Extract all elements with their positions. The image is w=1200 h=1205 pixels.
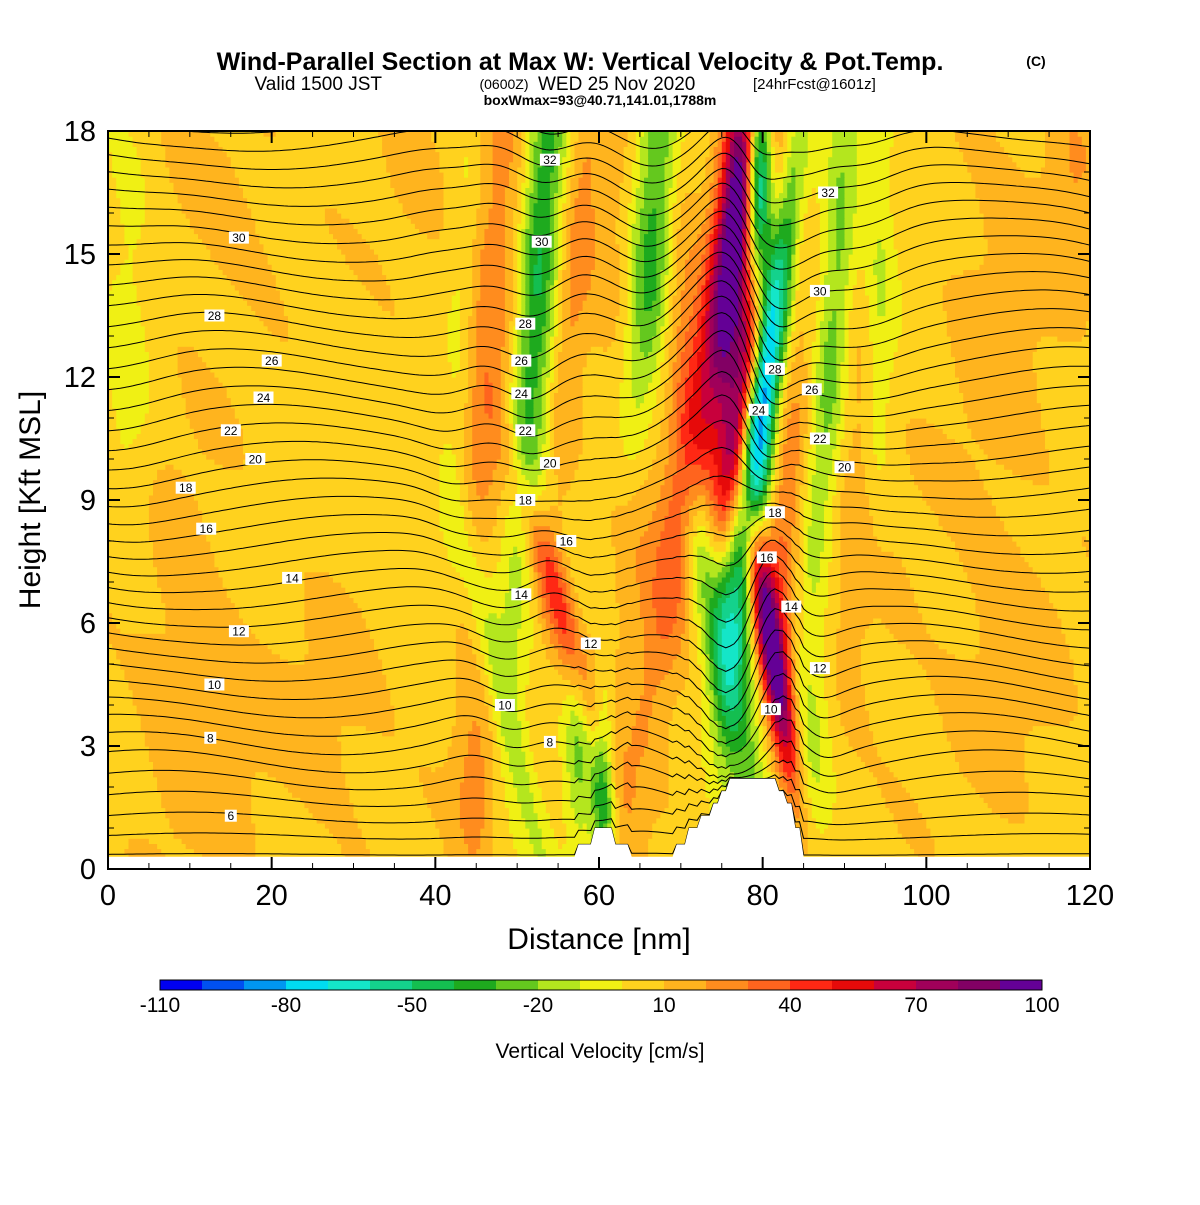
colorbar-segment: [664, 980, 707, 990]
colorbar-tick-labels: -110 -80 -50 -20 10 40 70 100: [140, 994, 1060, 1017]
colorbar-segment: [1000, 980, 1043, 990]
contour-label: 6: [227, 809, 234, 823]
forecast-info: [24hrFcst@1601z]: [753, 76, 876, 93]
x-axis-label: Distance [nm]: [507, 923, 690, 956]
contour-label: 22: [224, 424, 238, 438]
x-tick-labels: 0 20 40 60 80 100 120: [100, 880, 1114, 912]
contour-label: 24: [515, 387, 529, 401]
contour-label: 18: [179, 481, 193, 495]
colorbar-segment: [790, 980, 833, 990]
y-tick-label: 6: [80, 608, 96, 640]
contour-label: 28: [519, 317, 533, 331]
box-wmax-info: boxWmax=93@40.71,141.01,1788m: [484, 92, 717, 108]
colorbar-segment: [202, 980, 245, 990]
contour-label: 32: [543, 153, 557, 167]
contour-label: 18: [768, 506, 782, 520]
y-tick-label: 0: [80, 854, 96, 886]
contour-label: 12: [813, 662, 827, 676]
colorbar-segment: [958, 980, 1001, 990]
contour-label: 12: [232, 625, 246, 639]
y-axis-label: Height [Kft MSL]: [14, 391, 47, 609]
valid-time: Valid 1500 JST: [255, 74, 383, 95]
contour-label: 24: [752, 403, 766, 417]
colorbar-segment: [916, 980, 959, 990]
y-tick-label: 18: [64, 116, 96, 148]
colorbar-segment: [748, 980, 791, 990]
contour-label: 14: [285, 571, 299, 585]
contour-label: 22: [519, 424, 533, 438]
y-tick-labels: 0 3 6 9 12 15 18: [64, 116, 96, 886]
y-tick-label: 3: [80, 731, 96, 763]
contour-label: 20: [249, 453, 263, 467]
x-tick-label: 40: [419, 880, 451, 912]
contour-label: 30: [535, 235, 549, 249]
valid-time-utc: (0600Z): [479, 76, 528, 92]
contour-label: 10: [208, 678, 222, 692]
x-tick-label: 60: [583, 880, 615, 912]
y-tick-label: 15: [64, 239, 96, 271]
contour-label: 10: [498, 699, 512, 713]
contour-label: 8: [207, 731, 214, 745]
colorbar-segment: [622, 980, 665, 990]
contour-label: 14: [515, 588, 529, 602]
colorbar-tick-label: 70: [904, 994, 927, 1017]
colorbar-segment: [328, 980, 371, 990]
contour-label: 16: [560, 535, 574, 549]
contour-label: 14: [785, 600, 799, 614]
x-tick-label: 0: [100, 880, 116, 912]
contour-label: 8: [547, 735, 554, 749]
contour-label: 18: [519, 494, 533, 508]
contour-label: 10: [764, 703, 778, 717]
y-tick-label: 12: [64, 362, 96, 394]
colorbar-tick-label: -20: [523, 994, 553, 1017]
colorbar-tick-label: 10: [652, 994, 675, 1017]
colorbar-segment: [580, 980, 623, 990]
contour-label: 24: [257, 391, 271, 405]
contour-label: 12: [584, 637, 598, 651]
contour-label: 26: [805, 383, 819, 397]
contour-label: 30: [232, 231, 246, 245]
contour-label: 26: [515, 354, 529, 368]
x-tick-label: 80: [747, 880, 779, 912]
colorbar-tick-label: 100: [1024, 994, 1059, 1017]
colorbar-tick-label: 40: [778, 994, 801, 1017]
contour-label: 20: [543, 457, 557, 471]
contour-label: 28: [208, 309, 222, 323]
contour-label: 16: [200, 522, 214, 536]
colorbar-tick-label: -50: [397, 994, 427, 1017]
colorbar-segment: [874, 980, 917, 990]
colorbar-segment: [286, 980, 329, 990]
x-tick-label: 100: [902, 880, 950, 912]
colorbar-tick-label: -110: [140, 994, 180, 1017]
chart-title: Wind-Parallel Section at Max W: Vertical…: [217, 48, 944, 76]
contour-label: 26: [265, 354, 279, 368]
colorbar-segment: [244, 980, 287, 990]
colorbar: [160, 980, 1043, 990]
contour-label: 16: [760, 551, 774, 565]
contour-label: 20: [838, 461, 852, 475]
colorbar-segment: [832, 980, 875, 990]
x-tick-label: 20: [256, 880, 288, 912]
x-tick-label: 120: [1066, 880, 1114, 912]
contour-label: 22: [813, 432, 827, 446]
plot-area: 32 32 30 30 30 28 28 28 26 26 26 24 24 24 22 22 22 20 20 20…: [108, 103, 1091, 871]
colorbar-segment: [496, 980, 539, 990]
colorbar-segment: [706, 980, 749, 990]
colorbar-label: Vertical Velocity [cm/s]: [496, 1040, 705, 1063]
colorbar-segment: [160, 980, 203, 990]
colorbar-segment: [538, 980, 581, 990]
contour-label: 30: [813, 284, 827, 298]
contour-label: 32: [821, 186, 835, 200]
contour-label: 28: [768, 362, 782, 376]
colorbar-tick-label: -80: [271, 994, 301, 1017]
colorbar-segment: [370, 980, 413, 990]
colorbar-segment: [454, 980, 497, 990]
chart-title-tag: (C): [1026, 53, 1045, 69]
y-tick-label: 9: [80, 485, 96, 517]
colorbar-segment: [412, 980, 455, 990]
